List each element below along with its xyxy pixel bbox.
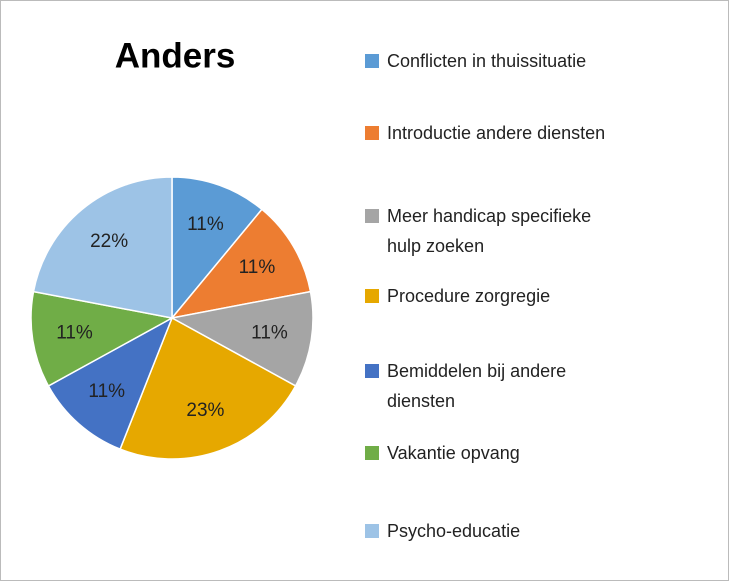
legend-swatch [365,209,379,223]
legend-label: Meer handicap specifieke hulp zoeken [387,206,592,256]
pie-slice [32,176,173,319]
legend-swatch [365,54,379,68]
legend-label: Conflicten in thuissituatie [387,51,587,71]
legend-swatch [365,446,379,460]
pie-slice [169,290,314,387]
legend-swatch [365,524,379,538]
legend-label: Bemiddelen bij andere diensten [387,361,567,411]
data-label: 11% [187,214,224,235]
pie-slice [171,176,263,321]
data-label: 11% [56,322,93,343]
legend-swatch [365,364,379,378]
legend-label: Introductie andere diensten [387,123,606,143]
legend-item: Procedure zorgregie [365,281,615,311]
pie-slice [170,208,312,320]
legend-label: Procedure zorgregie [387,286,551,306]
legend-item: Bemiddelen bij andere diensten [365,356,615,416]
data-label: 11% [88,381,125,402]
data-label: 11% [239,257,276,278]
data-label: 23% [186,400,224,421]
legend-item: Conflicten in thuissituatie [365,46,615,76]
legend-label: Psycho-educatie [387,521,521,541]
legend-label: Vakantie opvang [387,443,520,463]
legend-swatch [365,289,379,303]
data-label: 22% [90,231,128,252]
legend-item: Introductie andere diensten [365,118,615,148]
data-label: 11% [251,322,288,343]
legend-swatch [365,126,379,140]
pie-slice [47,316,174,451]
legend-item: Vakantie opvang [365,438,615,468]
pie-slice [119,316,297,460]
legend-item: Meer handicap specifieke hulp zoeken [365,201,615,261]
legend-item: Psycho-educatie [365,516,615,546]
pie-slice [30,290,175,387]
chart-title: Anders [115,36,236,75]
